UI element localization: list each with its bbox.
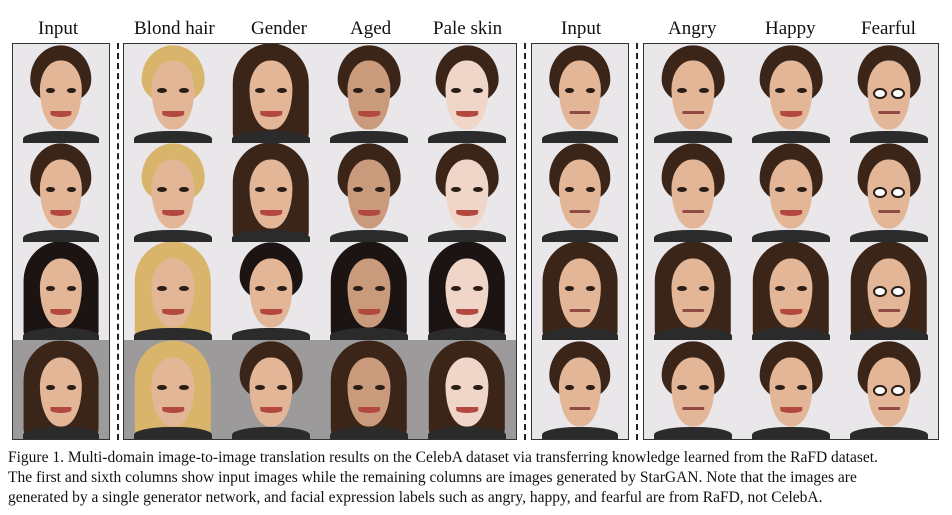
header-fearful: Fearful — [861, 18, 916, 39]
header-input-rafd: Input — [561, 18, 602, 39]
header-happy: Happy — [765, 18, 816, 39]
face-image — [742, 340, 840, 439]
face-image — [320, 241, 418, 341]
dashed-separator — [117, 43, 119, 440]
face-image — [320, 44, 418, 143]
face-image — [13, 44, 109, 143]
rafd-input-column — [531, 43, 629, 440]
rafd-generated-panel — [643, 43, 939, 440]
face-image — [222, 44, 320, 143]
face-image — [222, 241, 320, 341]
face-image — [840, 241, 938, 341]
face-image — [320, 340, 418, 439]
header-angry: Angry — [668, 18, 717, 39]
caption-line: The first and sixth columns show input i… — [8, 469, 857, 486]
face-image — [418, 44, 516, 143]
face-image — [124, 340, 222, 439]
figure-caption: Figure 1. Multi-domain image-to-image tr… — [8, 448, 948, 508]
face-image — [840, 340, 938, 439]
face-image — [124, 142, 222, 242]
face-image — [644, 142, 742, 242]
face-image — [742, 142, 840, 242]
face-image — [644, 340, 742, 439]
face-image — [532, 241, 628, 341]
face-image — [644, 44, 742, 143]
dashed-separator — [524, 43, 526, 440]
face-image — [124, 44, 222, 143]
header-pale-skin: Pale skin — [433, 18, 503, 39]
face-image — [840, 44, 938, 143]
header-gender: Gender — [251, 18, 307, 39]
celeba-generated-panel — [123, 43, 517, 440]
face-image — [222, 142, 320, 242]
face-image — [840, 142, 938, 242]
caption-line: generated by a single generator network,… — [8, 489, 823, 506]
face-image — [418, 142, 516, 242]
face-image — [13, 142, 109, 242]
face-image — [222, 340, 320, 439]
face-image — [13, 340, 109, 439]
celeba-input-column — [12, 43, 110, 440]
header-aged: Aged — [350, 18, 392, 39]
face-image — [13, 241, 109, 341]
caption-line: Figure 1. Multi-domain image-to-image tr… — [8, 449, 878, 466]
face-image — [418, 340, 516, 439]
face-image — [532, 44, 628, 143]
face-image — [644, 241, 742, 341]
face-image — [418, 241, 516, 341]
dashed-separator — [636, 43, 638, 440]
face-image — [532, 142, 628, 242]
face-image — [742, 241, 840, 341]
face-image — [742, 44, 840, 143]
header-blond-hair: Blond hair — [134, 18, 215, 39]
face-image — [320, 142, 418, 242]
figure: Input Blond hair Gender Aged Pale skin I… — [12, 18, 939, 440]
header-input-celeba: Input — [38, 18, 79, 39]
face-image — [124, 241, 222, 341]
face-image — [532, 340, 628, 439]
